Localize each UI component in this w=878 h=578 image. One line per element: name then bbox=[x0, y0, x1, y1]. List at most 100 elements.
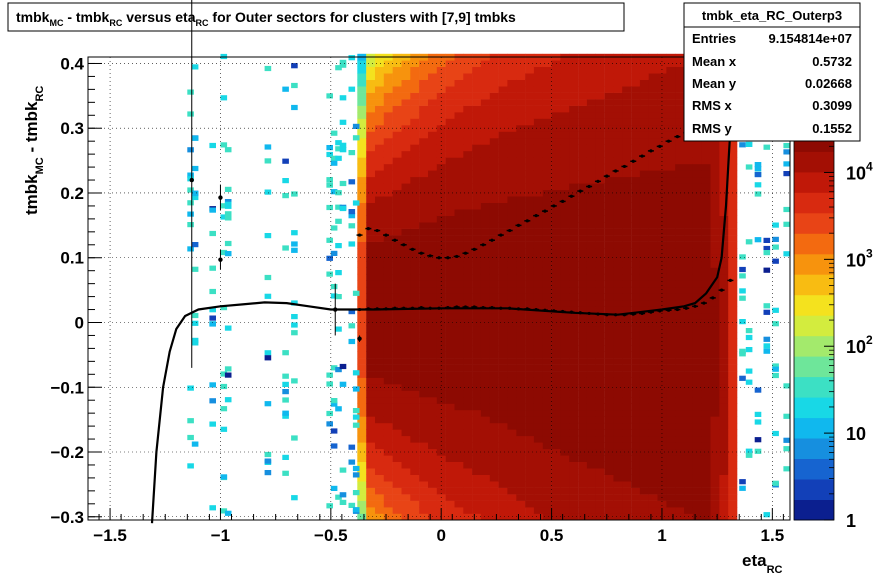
heatmap-cell bbox=[719, 397, 729, 404]
heatmap-cell bbox=[366, 73, 376, 80]
heatmap-cell bbox=[710, 332, 720, 339]
heatmap-cell bbox=[542, 487, 552, 495]
heatmap-cell bbox=[631, 513, 641, 521]
heatmap-cell bbox=[472, 397, 482, 404]
heatmap-cell bbox=[498, 176, 508, 184]
heatmap-cell bbox=[463, 202, 473, 210]
heatmap-cell bbox=[357, 332, 367, 339]
heatmap-cell bbox=[739, 288, 746, 294]
heatmap-cell bbox=[542, 79, 552, 87]
heatmap-cell bbox=[684, 364, 694, 372]
heatmap-cell bbox=[745, 328, 753, 334]
heatmap-cell bbox=[578, 86, 588, 93]
heatmap-cell bbox=[692, 325, 702, 333]
heatmap-cell bbox=[551, 325, 561, 333]
heatmap-cell bbox=[224, 510, 232, 516]
heatmap-cell bbox=[648, 500, 658, 508]
heatmap-cell bbox=[666, 384, 676, 391]
heatmap-cell bbox=[569, 60, 579, 67]
heatmap-cell bbox=[613, 461, 623, 469]
heatmap-cell bbox=[366, 248, 376, 255]
heatmap-cell bbox=[419, 332, 429, 339]
heatmap-cell bbox=[489, 325, 499, 333]
heatmap-cell bbox=[392, 60, 402, 67]
heatmap-cell bbox=[419, 163, 429, 171]
heatmap-cell bbox=[631, 474, 641, 482]
heatmap-cell bbox=[604, 267, 614, 275]
heatmap-cell bbox=[569, 442, 579, 450]
heatmap-cell bbox=[560, 286, 570, 294]
heatmap-cell bbox=[560, 215, 570, 223]
heatmap-cell bbox=[666, 280, 676, 288]
heatmap-cell bbox=[383, 73, 393, 80]
heatmap-cell bbox=[542, 345, 552, 352]
heatmap-cell bbox=[701, 435, 711, 443]
heatmap-cell bbox=[445, 507, 455, 514]
heatmap-cell bbox=[604, 60, 614, 67]
heatmap-cell bbox=[383, 105, 393, 113]
heatmap-cell bbox=[357, 377, 367, 385]
heatmap-cell bbox=[657, 371, 667, 378]
heatmap-cell bbox=[542, 507, 552, 514]
heatmap-cell bbox=[489, 150, 499, 158]
heatmap-cell bbox=[383, 422, 393, 430]
heatmap-cell bbox=[357, 280, 367, 288]
heatmap-cell bbox=[701, 325, 711, 333]
heatmap-cell bbox=[454, 254, 464, 262]
heatmap-cell bbox=[604, 299, 614, 307]
heatmap-cell bbox=[666, 131, 676, 139]
heatmap-cell bbox=[498, 66, 508, 74]
heatmap-cell bbox=[410, 351, 420, 359]
heatmap-cell bbox=[375, 248, 385, 255]
heatmap-cell bbox=[622, 494, 632, 501]
heatmap-cell bbox=[480, 416, 490, 424]
heatmap-cell bbox=[472, 99, 482, 106]
heatmap-cell bbox=[375, 99, 385, 106]
heatmap-cell bbox=[392, 455, 402, 462]
heatmap-cell bbox=[209, 265, 216, 271]
heatmap-cell bbox=[613, 364, 623, 372]
heatmap-cell bbox=[375, 377, 385, 385]
heatmap-cell bbox=[622, 435, 632, 443]
axes: −1.5 −1 −0.5 0 0.5 1 1.50.40.30.20.10−0.1−0.2−… bbox=[50, 54, 784, 545]
heatmap-cell bbox=[516, 345, 526, 352]
heatmap-cell bbox=[480, 105, 490, 113]
heatmap-cell bbox=[472, 86, 482, 93]
heatmap-cell bbox=[692, 403, 702, 411]
heatmap-cell bbox=[445, 125, 455, 132]
heatmap-cell bbox=[357, 261, 367, 268]
heatmap-cell bbox=[352, 200, 360, 206]
heatmap-cell bbox=[710, 325, 720, 333]
heatmap-cell bbox=[419, 429, 429, 437]
heatmap-cell bbox=[480, 390, 490, 398]
heatmap-cell bbox=[578, 137, 588, 145]
heatmap-cell bbox=[187, 385, 194, 391]
heatmap-cell bbox=[551, 371, 561, 378]
heatmap-cell bbox=[533, 500, 543, 508]
heatmap-cell bbox=[357, 299, 367, 307]
heatmap-cell bbox=[569, 500, 579, 508]
heatmap-cell bbox=[613, 455, 623, 462]
heatmap-cell bbox=[516, 86, 526, 93]
heatmap-cell bbox=[410, 325, 420, 333]
heatmap-cell bbox=[569, 202, 579, 210]
heatmap-cell bbox=[675, 429, 685, 437]
heatmap-cell bbox=[560, 280, 570, 288]
heatmap-cell bbox=[569, 92, 579, 100]
heatmap-cell bbox=[392, 222, 402, 229]
heatmap-cell bbox=[419, 254, 429, 262]
heatmap-cell bbox=[551, 416, 561, 424]
heatmap-cell bbox=[507, 461, 517, 469]
heatmap-cell bbox=[410, 403, 420, 411]
heatmap-cell bbox=[631, 92, 641, 100]
heatmap-cell bbox=[569, 364, 579, 372]
heatmap-cell bbox=[772, 363, 779, 369]
heatmap-cell bbox=[401, 144, 411, 152]
color-scale-swatch bbox=[794, 212, 834, 234]
heatmap-cell bbox=[648, 254, 658, 262]
heatmap-cell bbox=[489, 222, 499, 229]
heatmap-cell bbox=[489, 196, 499, 203]
heatmap-cell bbox=[480, 209, 490, 216]
heatmap-cell bbox=[454, 345, 464, 352]
heatmap-cell bbox=[648, 248, 658, 255]
